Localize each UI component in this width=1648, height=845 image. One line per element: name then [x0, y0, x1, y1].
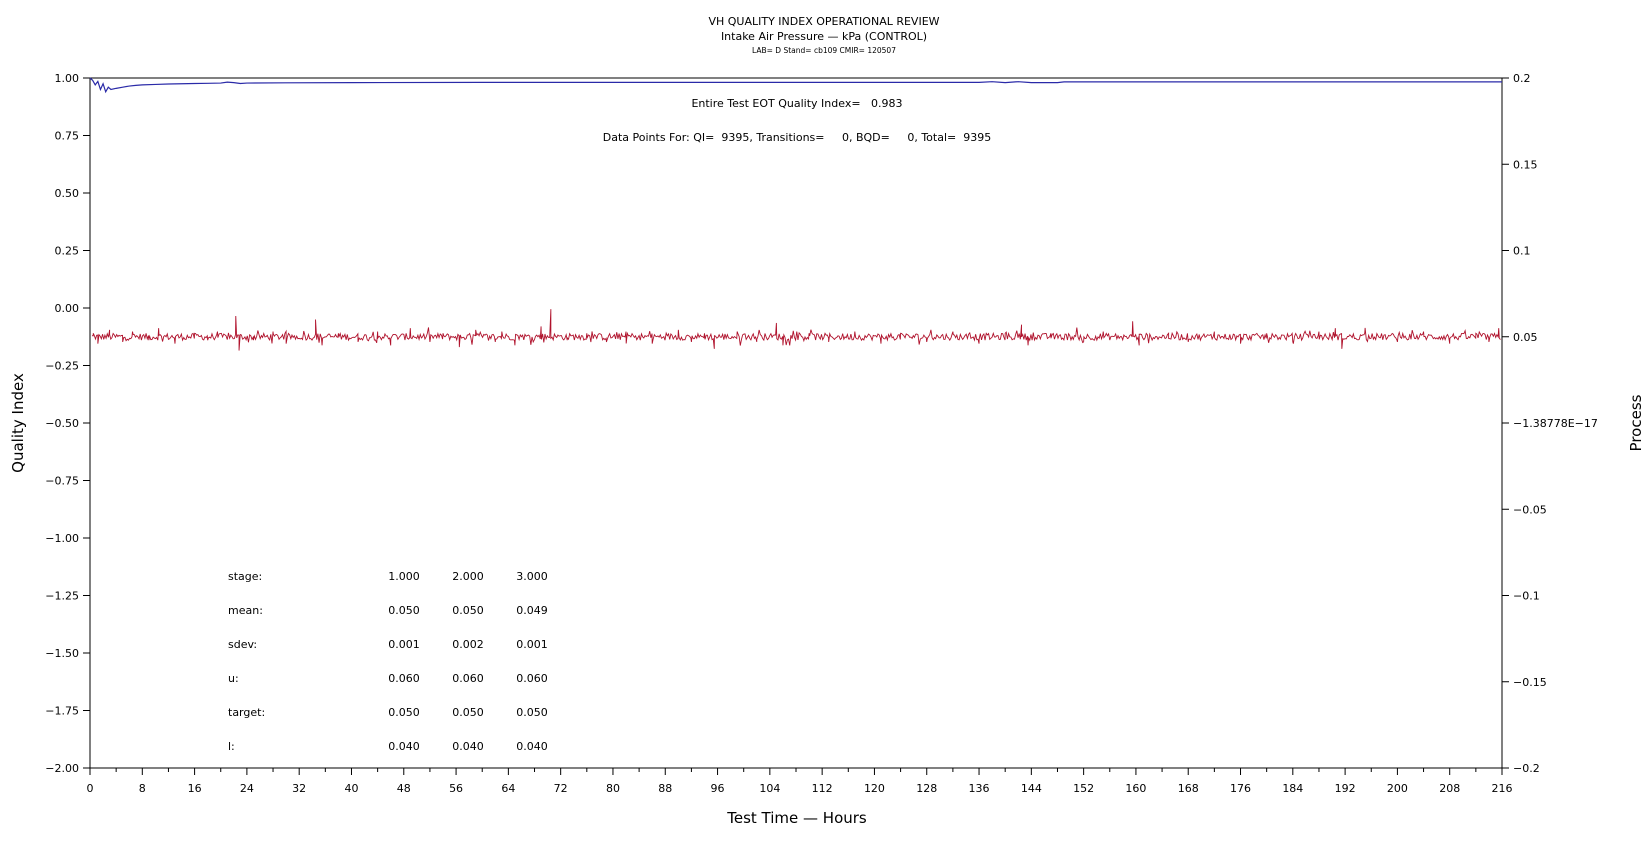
y2-tick-label: 0.2 [1513, 72, 1531, 85]
x-tick-label: 24 [240, 782, 254, 795]
series-layer [89, 77, 1502, 351]
y2-tick-label: −1.38778E−17 [1513, 417, 1598, 430]
y2-axis-ticks: 0.2 0.15 0.1 0.05 −1.38778E−17 −0.05 −0.1 −0.15… [1502, 72, 1598, 775]
stats-cell-value: 2.000 [452, 570, 484, 583]
stats-cell-value: 0.050 [452, 706, 484, 719]
stats-cell-value: 0.040 [452, 740, 484, 753]
stats-cell-value: 0.050 [388, 706, 420, 719]
y-axis-ticks: 1.00 0.75 0.50 0.25 0.00 −0.25 −0.50 −0.75 −1.00… [45, 72, 90, 775]
y2-tick-label: −0.2 [1513, 762, 1540, 775]
stats-cell-value: 0.060 [452, 672, 484, 685]
x-tick-label: 216 [1492, 782, 1513, 795]
x-tick-label: 104 [759, 782, 780, 795]
x-axis-label: Test Time — Hours [726, 809, 867, 827]
x-tick-label: 72 [554, 782, 568, 795]
chart-title: VH QUALITY INDEX OPERATIONAL REVIEW [708, 15, 939, 28]
x-tick-label: 16 [188, 782, 202, 795]
x-tick-label: 168 [1178, 782, 1199, 795]
data-points-note: Data Points For: QI= 9395, Transitions= … [603, 131, 991, 144]
y-tick-label: 0.75 [55, 130, 80, 143]
stats-cell-value: 0.001 [388, 638, 420, 651]
stats-cell-value: 0.050 [388, 604, 420, 617]
stats-row-label: mean: [228, 604, 263, 617]
y-tick-label: −1.25 [45, 590, 79, 603]
stats-row-label: l: [228, 740, 235, 753]
x-tick-label: 192 [1335, 782, 1356, 795]
y-axis-label: Quality Index [9, 373, 27, 473]
stats-cell-value: 0.050 [516, 706, 548, 719]
x-tick-label: 120 [864, 782, 885, 795]
x-tick-label: 144 [1021, 782, 1042, 795]
y-tick-label: −0.75 [45, 475, 79, 488]
x-tick-label: 160 [1125, 782, 1146, 795]
stats-cell-value: 0.060 [388, 672, 420, 685]
eot-quality-index-note: Entire Test EOT Quality Index= 0.983 [691, 97, 902, 110]
x-tick-label: 128 [916, 782, 937, 795]
stats-table: stage: 1.000 2.000 3.000 mean: 0.050 0.050 0.04… [228, 570, 548, 753]
y-tick-label: −2.00 [45, 762, 79, 775]
stats-cell-value: 1.000 [388, 570, 420, 583]
y2-axis-label: Process [1627, 394, 1645, 451]
x-tick-label: 200 [1387, 782, 1408, 795]
x-tick-label: 64 [501, 782, 515, 795]
x-tick-label: 112 [812, 782, 833, 795]
x-tick-label: 136 [969, 782, 990, 795]
y-tick-label: −0.25 [45, 360, 79, 373]
stats-cell-value: 0.049 [516, 604, 548, 617]
stats-row-label: stage: [228, 570, 262, 583]
x-tick-label: 8 [139, 782, 146, 795]
x-tick-label: 176 [1230, 782, 1251, 795]
x-tick-label: 208 [1439, 782, 1460, 795]
stats-cell-value: 0.050 [452, 604, 484, 617]
y-tick-label: −1.75 [45, 705, 79, 718]
stats-row-label: sdev: [228, 638, 257, 651]
y-tick-label: 0.25 [55, 245, 80, 258]
x-tick-label: 0 [87, 782, 94, 795]
x-tick-label: 184 [1282, 782, 1303, 795]
y2-tick-label: 0.15 [1513, 158, 1538, 171]
chart-subtitle: Intake Air Pressure — kPa (CONTROL) [721, 30, 927, 43]
x-axis-ticks: 0 8 16 24 32 40 48 56 64 72 80 88 96 104 112 120 128 136 1… [87, 768, 1513, 795]
y-tick-label: −1.50 [45, 647, 79, 660]
y-tick-label: 0.50 [55, 187, 80, 200]
x-tick-label: 32 [292, 782, 306, 795]
y2-tick-label: −0.05 [1513, 503, 1547, 516]
stats-cell-value: 0.040 [388, 740, 420, 753]
stats-cell-value: 0.002 [452, 638, 484, 651]
chart-subsubtitle: LAB= D Stand= cb109 CMIR= 120507 [752, 46, 896, 55]
stats-cell-value: 3.000 [516, 570, 548, 583]
x-tick-label: 48 [397, 782, 411, 795]
y2-tick-label: −0.15 [1513, 676, 1547, 689]
stats-cell-value: 0.040 [516, 740, 548, 753]
x-tick-label: 88 [658, 782, 672, 795]
stats-row-label: target: [228, 706, 265, 719]
stats-row-label: u: [228, 672, 239, 685]
y2-tick-label: 0.05 [1513, 331, 1538, 344]
y-tick-label: −0.50 [45, 417, 79, 430]
plot-frame [89, 77, 1503, 769]
chart-titles: VH QUALITY INDEX OPERATIONAL REVIEW Inta… [708, 15, 939, 55]
x-tick-label: 80 [606, 782, 620, 795]
stats-cell-value: 0.001 [516, 638, 548, 651]
process-trace-line [91, 309, 1501, 351]
x-tick-label: 96 [711, 782, 725, 795]
y-tick-label: −1.00 [45, 532, 79, 545]
x-tick-label: 152 [1073, 782, 1094, 795]
y-tick-label: 1.00 [55, 72, 80, 85]
stats-cell-value: 0.060 [516, 672, 548, 685]
y-tick-label: 0.00 [55, 302, 80, 315]
x-tick-label: 56 [449, 782, 463, 795]
quality-index-line [89, 77, 1502, 94]
x-tick-label: 40 [344, 782, 358, 795]
y2-tick-label: −0.1 [1513, 590, 1540, 603]
y2-tick-label: 0.1 [1513, 245, 1531, 258]
